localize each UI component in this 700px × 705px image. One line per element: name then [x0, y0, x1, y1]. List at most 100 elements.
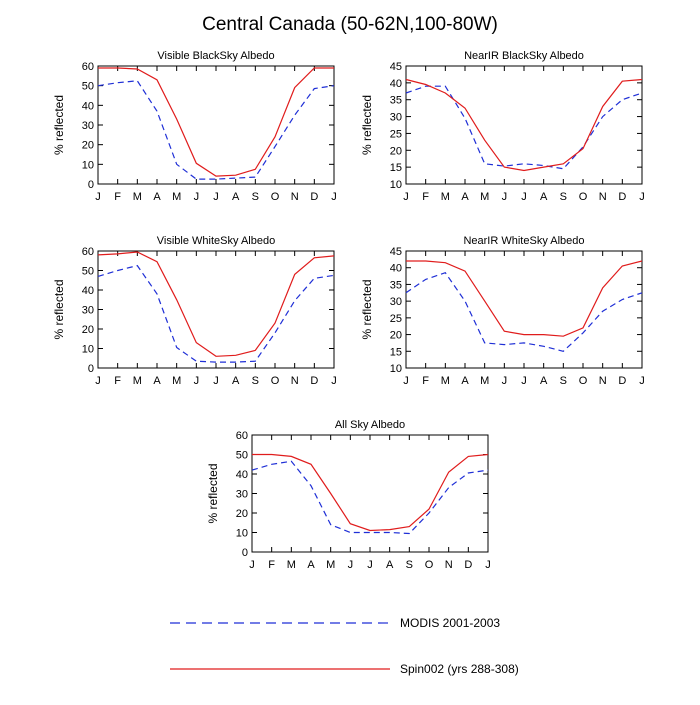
x-tick-label: J: [348, 559, 354, 571]
y-tick-label: 15: [390, 346, 402, 358]
y-tick-label: 10: [82, 159, 94, 171]
x-tick-label: A: [153, 375, 161, 387]
y-tick-label: 25: [390, 313, 402, 325]
series-line-modis: [405, 271, 643, 352]
x-tick-label: M: [172, 191, 181, 203]
y-axis-label: % reflected: [360, 279, 374, 339]
x-tick-label: M: [287, 559, 296, 571]
x-tick-label: A: [461, 191, 469, 203]
x-tick-label: N: [599, 375, 607, 387]
x-tick-label: A: [461, 375, 469, 387]
y-tick-label: 30: [390, 296, 402, 308]
panel-title: Visible WhiteSky Albedo: [157, 235, 275, 247]
y-tick-label: 30: [82, 305, 94, 317]
x-tick-label: M: [441, 191, 450, 203]
chart-panel: NearIR WhiteSky Albedo % reflected 10 15 20 2…: [360, 235, 645, 387]
x-tick-label: A: [540, 375, 548, 387]
x-tick-label: J: [249, 559, 255, 571]
chart-panel: Visible BlackSky Albedo % reflected 0 10 20 3…: [52, 50, 337, 203]
x-tick-label: N: [291, 191, 299, 203]
x-tick-label: J: [403, 191, 409, 203]
x-tick-label: F: [268, 559, 275, 571]
x-tick-label: D: [310, 375, 318, 387]
plot-frame: [251, 434, 489, 553]
y-tick-label: 10: [82, 344, 94, 356]
x-tick-label: F: [422, 375, 429, 387]
x-tick-label: J: [95, 191, 101, 203]
x-tick-label: D: [618, 191, 626, 203]
x-tick-label: J: [639, 375, 645, 387]
x-tick-label: A: [232, 191, 240, 203]
y-tick-label: 40: [82, 285, 94, 297]
x-tick-label: M: [441, 375, 450, 387]
legend: MODIS 2001-2003 Spin002 (yrs 288-308): [170, 616, 519, 676]
y-tick-label: 45: [390, 61, 402, 73]
y-tick-label: 40: [390, 263, 402, 275]
x-tick-label: O: [579, 375, 588, 387]
y-tick-label: 10: [390, 179, 402, 191]
series-line-spin002: [98, 67, 334, 177]
y-tick-label: 60: [82, 61, 94, 73]
x-tick-label: J: [331, 375, 337, 387]
x-tick-label: J: [213, 375, 219, 387]
x-tick-label: J: [485, 559, 491, 571]
x-tick-label: A: [307, 559, 315, 571]
legend-item: MODIS 2001-2003: [170, 616, 500, 630]
x-tick-label: O: [271, 191, 280, 203]
x-tick-label: D: [464, 559, 472, 571]
x-tick-label: S: [252, 191, 259, 203]
y-tick-label: 20: [82, 324, 94, 336]
x-tick-label: D: [310, 191, 318, 203]
x-tick-label: F: [422, 191, 429, 203]
x-tick-label: F: [114, 191, 121, 203]
series-line-spin002: [97, 251, 335, 357]
x-tick-label: J: [194, 375, 200, 387]
y-tick-label: 60: [236, 430, 248, 442]
panel-title: All Sky Albedo: [335, 419, 405, 431]
x-tick-label: J: [639, 191, 645, 203]
x-tick-label: M: [480, 375, 489, 387]
x-tick-label: J: [521, 375, 527, 387]
panel-title: NearIR BlackSky Albedo: [464, 50, 584, 62]
y-tick-label: 10: [390, 363, 402, 375]
y-tick-label: 20: [390, 145, 402, 157]
x-tick-label: J: [194, 191, 200, 203]
x-tick-label: A: [232, 375, 240, 387]
y-tick-label: 40: [82, 100, 94, 112]
x-tick-label: J: [95, 375, 101, 387]
y-axis-label: % reflected: [52, 279, 66, 339]
y-tick-label: 20: [236, 508, 248, 520]
x-tick-label: F: [114, 375, 121, 387]
x-tick-label: J: [521, 191, 527, 203]
panel-title: NearIR WhiteSky Albedo: [463, 235, 584, 247]
y-tick-label: 40: [236, 469, 248, 481]
x-tick-label: A: [153, 191, 161, 203]
panel-title: Visible BlackSky Albedo: [157, 50, 274, 62]
legend-item: Spin002 (yrs 288-308): [170, 662, 519, 676]
chart-panel: NearIR BlackSky Albedo % reflected 10 15 20 2…: [360, 50, 645, 203]
x-tick-label: N: [599, 191, 607, 203]
y-axis-label: % reflected: [360, 95, 374, 155]
series-line-modis: [97, 80, 335, 180]
plot-frame: [97, 250, 335, 369]
x-tick-label: A: [386, 559, 394, 571]
y-axis-label: % reflected: [52, 95, 66, 155]
y-tick-label: 60: [82, 246, 94, 258]
series-line-spin002: [406, 260, 643, 337]
x-tick-label: J: [213, 191, 219, 203]
x-tick-label: S: [406, 559, 413, 571]
series-line-spin002: [405, 78, 643, 172]
x-tick-label: S: [252, 375, 259, 387]
y-tick-label: 0: [242, 547, 248, 559]
y-tick-label: 35: [390, 95, 402, 107]
x-tick-label: O: [425, 559, 434, 571]
y-tick-label: 0: [88, 179, 94, 191]
y-tick-label: 45: [390, 246, 402, 258]
series-line-modis: [405, 85, 643, 170]
x-tick-label: N: [291, 375, 299, 387]
y-axis-label: % reflected: [206, 463, 220, 523]
chart-panel: Visible WhiteSky Albedo % reflected 0 10 20 3…: [52, 235, 337, 387]
x-tick-label: S: [560, 191, 567, 203]
